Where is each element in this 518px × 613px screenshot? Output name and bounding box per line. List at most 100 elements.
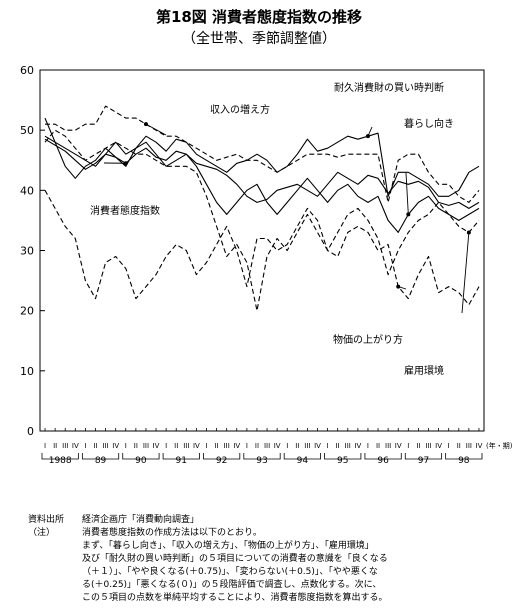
year-bracket <box>81 453 120 460</box>
year-label: 91 <box>176 456 187 466</box>
x-quarter-label: III <box>264 442 270 450</box>
x-quarter-label: III <box>385 442 391 450</box>
annotation-arrowhead <box>466 230 471 235</box>
year-label: 96 <box>377 456 389 466</box>
year-bracket <box>283 453 321 460</box>
x-quarter-label: IV <box>233 442 240 450</box>
y-tick-label: 20 <box>20 305 34 318</box>
annotation-leader <box>405 172 409 215</box>
note-line: 消費者態度指数の作成方法は以下のとおり。 <box>82 528 262 538</box>
x-quarter-label: I <box>84 442 86 450</box>
x-quarter-label: IV <box>274 442 281 450</box>
annotation-arrowhead <box>143 122 148 127</box>
x-quarter-label: I <box>44 442 46 450</box>
x-quarter-label: III <box>183 442 189 450</box>
year-bracket <box>404 453 443 460</box>
x-quarter-label: IV <box>395 442 402 450</box>
y-tick-label: 50 <box>20 124 34 137</box>
note-line: この５項目の点数を単純平均することにより、消費者態度指数を算出する。 <box>82 593 388 603</box>
x-quarter-label: III <box>102 442 108 450</box>
y-tick-label: 0 <box>27 425 34 438</box>
year-label: 95 <box>337 456 348 466</box>
x-quarter-label: I <box>125 442 127 450</box>
x-quarter-label: II <box>174 442 178 450</box>
year-bracket <box>203 453 241 460</box>
annotation-arrowhead <box>396 284 401 289</box>
x-quarter-label: II <box>215 442 219 450</box>
x-quarter-label: II <box>457 442 461 450</box>
y-tick-label: 60 <box>20 64 34 77</box>
x-quarter-label: I <box>327 442 329 450</box>
y-tick-label: 10 <box>20 365 34 378</box>
year-bracket <box>445 453 483 460</box>
x-quarter-label: IV <box>476 442 483 450</box>
year-bracket <box>324 453 362 460</box>
annotation-label: 耐久消費財の買い時判断 <box>334 81 444 94</box>
annotation-arrowhead <box>365 134 370 139</box>
series-line-4 <box>44 190 480 306</box>
annotation-label: 収入の増え方 <box>210 103 270 116</box>
x-quarter-label: I <box>205 442 207 450</box>
chart-subtitle: （全世帯、季節調整値） <box>182 31 336 47</box>
x-quarter-label: II <box>336 442 340 450</box>
series-line-2 <box>44 135 480 233</box>
x-quarter-label: IV <box>72 442 79 450</box>
note-line: 及び「耐久財の買い時判断」の５項目についての消費者の意識を「良くなる <box>82 554 388 564</box>
x-quarter-label: I <box>286 442 288 450</box>
x-quarter-label: III <box>62 442 68 450</box>
x-quarter-label: IV <box>354 442 361 450</box>
x-quarter-label: I <box>448 442 450 450</box>
annotation-leader <box>145 123 167 136</box>
year-bracket <box>243 453 281 460</box>
x-quarter-label: III <box>304 442 310 450</box>
y-tick-label: 40 <box>20 184 34 197</box>
x-quarter-label: II <box>134 442 138 450</box>
x-unit-label: (年・期) <box>486 441 513 450</box>
x-quarter-label: III <box>345 442 351 450</box>
year-bracket <box>162 453 200 460</box>
year-label: 98 <box>458 456 470 466</box>
annotation-arrowhead <box>406 212 411 217</box>
x-quarter-label: IV <box>153 442 160 450</box>
x-quarter-label: IV <box>435 442 442 450</box>
year-label: 92 <box>216 456 227 466</box>
year-label: 90 <box>135 456 147 466</box>
annotation-arrowhead <box>123 161 128 166</box>
annotation-label: 雇用環境 <box>404 364 444 377</box>
x-quarter-label: II <box>255 442 259 450</box>
annotation-label: 暮らし向き <box>404 117 454 130</box>
note-line: （＋１）」、「やや良くなる(＋0.75)」、「変わらない(＋0.5)」、「やや悪… <box>82 567 378 577</box>
x-quarter-label: III <box>143 442 149 450</box>
x-quarter-label: IV <box>193 442 200 450</box>
x-quarter-label: I <box>407 442 409 450</box>
year-bracket <box>41 453 79 460</box>
x-quarter-label: I <box>165 442 167 450</box>
chart-title: 第18図 消費者態度指数の推移 <box>155 8 363 26</box>
year-bracket <box>364 453 402 460</box>
series-line-5 <box>44 129 480 312</box>
x-quarter-label: II <box>376 442 380 450</box>
year-label: 1988 <box>49 456 72 466</box>
x-quarter-label: II <box>295 442 299 450</box>
x-quarter-label: II <box>93 442 97 450</box>
year-label: 89 <box>95 456 107 466</box>
note-line: まず、「暮らし向き」、「収入の増え方」、「物価の上がり方」、「雇用環境」 <box>82 541 374 551</box>
year-label: 94 <box>297 456 309 466</box>
annotation-leader <box>461 232 470 314</box>
x-quarter-label: III <box>425 442 431 450</box>
annotation-label: 消費者態度指数 <box>90 204 160 217</box>
y-tick-label: 30 <box>20 245 34 258</box>
x-quarter-label: III <box>224 442 230 450</box>
x-quarter-label: I <box>367 442 369 450</box>
year-label: 97 <box>418 456 429 466</box>
source-text: 経済企画庁「消費動向調査」 <box>82 515 200 525</box>
x-quarter-label: IV <box>314 442 321 450</box>
x-quarter-label: I <box>246 442 248 450</box>
year-bracket <box>122 453 160 460</box>
x-quarter-label: IV <box>112 442 119 450</box>
x-quarter-label: II <box>416 442 420 450</box>
note-line: る(＋0.25)」「悪くなる(０)」の５段階評価で調査し、点数化する。次に、 <box>82 580 382 590</box>
series-line-3 <box>45 105 480 203</box>
note-label: （注） <box>28 528 56 538</box>
